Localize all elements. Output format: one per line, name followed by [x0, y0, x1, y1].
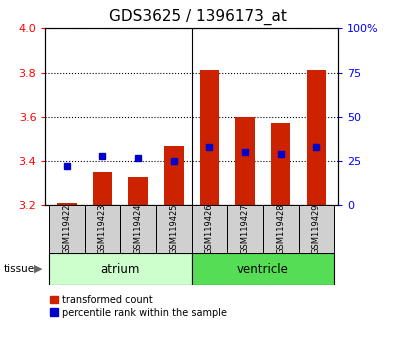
Text: ventricle: ventricle: [237, 263, 289, 275]
Bar: [192, 253, 334, 285]
Bar: [49, 253, 192, 285]
Text: GSM119425: GSM119425: [169, 203, 178, 253]
Bar: [271, 124, 290, 205]
Bar: [128, 177, 148, 205]
Bar: [192, 205, 227, 253]
Text: ▶: ▶: [34, 264, 42, 274]
Bar: [164, 145, 184, 205]
Text: GSM119422: GSM119422: [62, 203, 71, 253]
Text: atrium: atrium: [101, 263, 140, 275]
Text: GSM119424: GSM119424: [134, 203, 143, 253]
Legend: transformed count, percentile rank within the sample: transformed count, percentile rank withi…: [50, 295, 227, 318]
Text: GSM119427: GSM119427: [241, 203, 250, 253]
Bar: [156, 205, 192, 253]
Bar: [57, 203, 77, 205]
Bar: [299, 205, 334, 253]
Bar: [49, 205, 85, 253]
Bar: [120, 205, 156, 253]
Bar: [93, 172, 112, 205]
Bar: [227, 205, 263, 253]
Text: GDS3625 / 1396173_at: GDS3625 / 1396173_at: [109, 9, 286, 25]
Bar: [199, 70, 219, 205]
Text: GSM119428: GSM119428: [276, 203, 285, 253]
Text: tissue: tissue: [4, 264, 35, 274]
Bar: [263, 205, 299, 253]
Text: GSM119426: GSM119426: [205, 203, 214, 253]
Bar: [307, 70, 326, 205]
Bar: [235, 117, 255, 205]
Text: GSM119423: GSM119423: [98, 203, 107, 253]
Bar: [85, 205, 120, 253]
Text: GSM119429: GSM119429: [312, 203, 321, 253]
